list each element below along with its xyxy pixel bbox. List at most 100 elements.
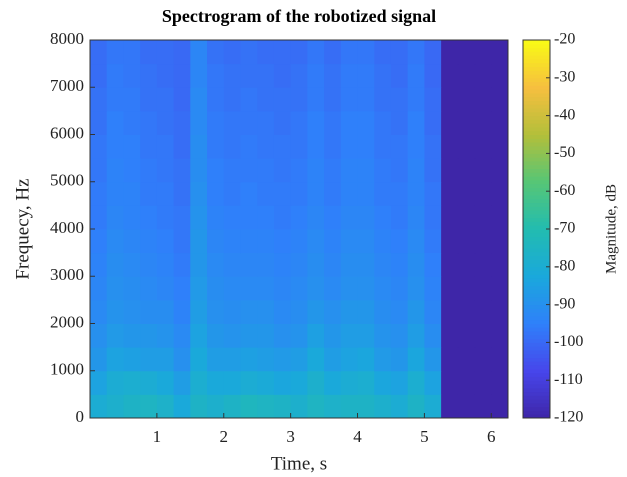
colorbar-slice xyxy=(523,266,550,272)
heatmap-cell xyxy=(474,40,492,65)
colorbar-slice xyxy=(523,179,550,185)
heatmap-cell xyxy=(374,252,392,277)
colorbar-slice xyxy=(523,383,550,389)
heatmap-cell xyxy=(457,134,476,159)
colorbar-slice xyxy=(523,123,550,128)
heatmap-cell xyxy=(90,276,108,301)
heatmap-cell xyxy=(240,181,258,206)
heatmap-cell xyxy=(441,87,459,112)
heatmap-cell xyxy=(390,323,409,348)
colorbar-slice xyxy=(523,66,550,71)
heatmap-cell xyxy=(357,394,375,419)
heatmap-cell xyxy=(457,370,476,395)
heatmap-cell xyxy=(407,370,425,395)
heatmap-cell xyxy=(324,276,342,301)
heatmap-cell xyxy=(123,181,141,206)
colorbar-tick-label: -70 xyxy=(554,220,575,237)
colorbar-slice xyxy=(523,85,550,90)
heatmap-cell xyxy=(173,347,191,372)
heatmap-cell xyxy=(273,394,292,419)
heatmap-cell xyxy=(240,276,258,301)
colorbar-slice xyxy=(523,308,550,313)
heatmap-cell xyxy=(307,134,325,159)
heatmap-cell xyxy=(240,205,258,230)
heatmap-cell xyxy=(123,134,141,159)
heatmap-cell xyxy=(340,370,359,395)
colorbar-slice xyxy=(523,300,550,306)
colorbar-tick-label: -20 xyxy=(554,31,575,48)
heatmap-cell xyxy=(491,252,509,277)
colorbar-slice xyxy=(523,210,550,215)
heatmap-cell xyxy=(190,299,208,324)
heatmap-cell xyxy=(140,87,158,112)
heatmap-cell xyxy=(340,229,359,254)
heatmap-cell xyxy=(474,370,492,395)
y-tick-label: 4000 xyxy=(50,218,84,237)
heatmap-cell xyxy=(424,110,442,135)
x-tick-label: 1 xyxy=(153,427,162,446)
heatmap-cell xyxy=(390,87,409,112)
heatmap-cell xyxy=(324,299,342,324)
heatmap-cell xyxy=(173,252,191,277)
heatmap-cell xyxy=(156,110,175,135)
heatmap-cell xyxy=(374,158,392,183)
heatmap-cell xyxy=(357,323,375,348)
heatmap-cell xyxy=(257,370,275,395)
heatmap-cell xyxy=(307,110,325,135)
heatmap-cell xyxy=(324,134,342,159)
heatmap-cell xyxy=(390,63,409,88)
colorbar-slice xyxy=(523,194,550,200)
heatmap-cell xyxy=(441,347,459,372)
heatmap-cell xyxy=(390,299,409,324)
heatmap-cell xyxy=(457,87,476,112)
heatmap-cell xyxy=(207,252,225,277)
heatmap-cell xyxy=(140,394,158,419)
colorbar-slice xyxy=(523,353,550,359)
heatmap-cell xyxy=(307,252,325,277)
heatmap-cell xyxy=(307,181,325,206)
heatmap-cell xyxy=(441,110,459,135)
heatmap-cell xyxy=(90,229,108,254)
y-tick-label: 8000 xyxy=(50,29,84,48)
heatmap-cell xyxy=(156,299,175,324)
heatmap-cell xyxy=(273,205,292,230)
heatmap-cell xyxy=(474,87,492,112)
colorbar-slice xyxy=(523,399,550,404)
heatmap-cell xyxy=(324,205,342,230)
heatmap-cell xyxy=(90,299,108,324)
heatmap-cell xyxy=(474,158,492,183)
heatmap-cell xyxy=(491,347,509,372)
heatmap-cell xyxy=(441,370,459,395)
heatmap-cell xyxy=(390,252,409,277)
heatmap-cell xyxy=(106,134,124,159)
heatmap-cell xyxy=(424,394,442,419)
colorbar-slice xyxy=(523,58,550,64)
heatmap-cell xyxy=(106,394,124,419)
heatmap-cell xyxy=(106,252,124,277)
heatmap-cell xyxy=(223,276,241,301)
heatmap-cell xyxy=(290,181,308,206)
heatmap-cell xyxy=(273,110,292,135)
heatmap-cell xyxy=(290,63,308,88)
heatmap-cell xyxy=(257,229,275,254)
heatmap-cell xyxy=(407,323,425,348)
heatmap-cell xyxy=(424,229,442,254)
heatmap-cell xyxy=(307,276,325,301)
colorbar-slice xyxy=(523,115,550,120)
heatmap-cell xyxy=(324,394,342,419)
heatmap-cell xyxy=(307,158,325,183)
heatmap-cell xyxy=(474,134,492,159)
heatmap-cell xyxy=(257,158,275,183)
heatmap-cell xyxy=(290,158,308,183)
colorbar-slice xyxy=(523,142,550,147)
heatmap-cell xyxy=(474,252,492,277)
colorbar-slice xyxy=(523,172,550,177)
heatmap-cell xyxy=(357,181,375,206)
heatmap-cell xyxy=(90,158,108,183)
heatmap-cell xyxy=(491,276,509,301)
heatmap-cell xyxy=(190,229,208,254)
heatmap-cell xyxy=(324,40,342,65)
heatmap-cell xyxy=(441,276,459,301)
heatmap-cell xyxy=(273,87,292,112)
heatmap-cell xyxy=(474,205,492,230)
